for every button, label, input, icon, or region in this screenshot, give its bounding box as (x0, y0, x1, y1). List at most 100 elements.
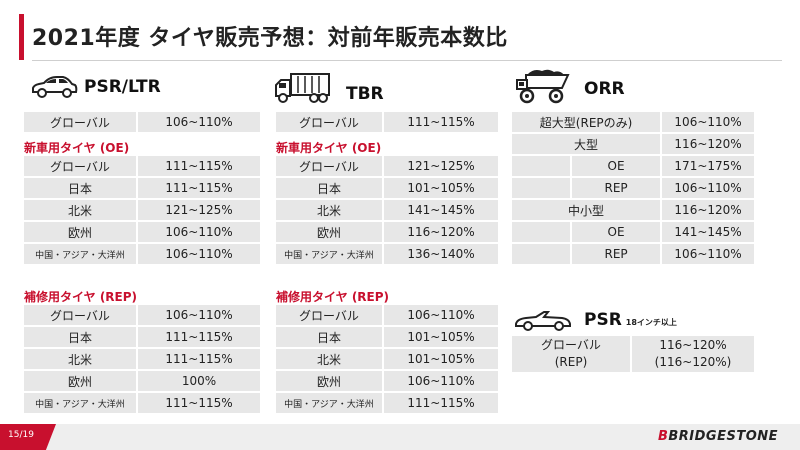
table-row: 欧州 106~110% (24, 222, 260, 242)
row-label: 欧州 (24, 371, 138, 391)
table-row: REP 106~110% (512, 244, 754, 264)
row-value: 111~115% (138, 393, 260, 413)
row-label: 中国・アジア・大洋州 (24, 244, 138, 264)
page-number: 15/19 (8, 430, 34, 440)
title-accent-bar (19, 14, 24, 60)
table-row: 欧州 106~110% (276, 371, 498, 391)
row-label: 超大型(REPのみ) (512, 112, 663, 132)
label-line-1: グローバル (541, 338, 601, 352)
orr-table: 超大型(REPのみ) 106~110% 大型 116~120% OE 171~1… (512, 110, 754, 266)
tbr-rep-heading: 補修用タイヤ (REP) (276, 290, 390, 304)
row-value: 111~115% (138, 178, 260, 198)
row-value: 111~115% (138, 156, 260, 176)
row-label: グローバル (276, 305, 384, 325)
row-label: 北米 (276, 200, 384, 220)
psr-ltr-rep-heading: 補修用タイヤ (REP) (24, 290, 138, 304)
row-label: 欧州 (24, 222, 138, 242)
row-value: 141~145% (384, 200, 498, 220)
row-value: 106~110% (384, 371, 498, 391)
orr-header: ORR (514, 68, 625, 104)
tbr-title: TBR (346, 84, 384, 104)
psr-ltr-title: PSR/LTR (84, 77, 161, 97)
psr-ltr-oe-table: グローバル 111~115% 日本 111~115% 北米 121~125% 欧州 10… (24, 154, 260, 266)
row-label: グローバル (REP) (512, 336, 632, 372)
row-label: 中国・アジア・大洋州 (276, 393, 384, 413)
row-value: 101~105% (384, 327, 498, 347)
tbr-header: TBR (274, 72, 384, 104)
row-label: 中国・アジア・大洋州 (276, 244, 384, 264)
value-line-2: (116~120%) (654, 355, 732, 369)
row-value: 106~110% (138, 244, 260, 264)
row-value: 101~105% (384, 178, 498, 198)
row-value: 111~115% (384, 112, 498, 132)
row-label: 大型 (512, 134, 663, 154)
value-line-1: 116~120% (659, 338, 727, 352)
table-row: グローバル 106~110% (24, 305, 260, 325)
table-row: 北米 121~125% (24, 200, 260, 220)
psr-ltr-global-table: グローバル 106~110% (24, 110, 260, 134)
table-row: グローバル 106~110% (276, 305, 498, 325)
row-value: 116~120% (662, 134, 754, 154)
table-row: OE 171~175% (512, 156, 754, 176)
sports-car-icon (515, 311, 571, 331)
row-label: 中小型 (512, 200, 663, 220)
row-label: OE (572, 222, 663, 242)
row-value: 106~110% (384, 305, 498, 325)
indent-cell (512, 244, 572, 264)
truck-icon (275, 73, 330, 103)
psr-ltr-header: PSR/LTR (30, 74, 161, 100)
car-icon (32, 76, 78, 98)
psr18-suffix: 18インチ以上 (625, 317, 677, 327)
tbr-oe-table: グローバル 121~125% 日本 101~105% 北米 141~145% 欧州 11… (276, 154, 498, 266)
row-value: 111~115% (138, 349, 260, 369)
row-value: 116~120% (384, 222, 498, 242)
row-value: 111~115% (384, 393, 498, 413)
row-value: 116~120% (116~120%) (632, 336, 754, 372)
psr-ltr-rep-table: グローバル 106~110% 日本 111~115% 北米 111~115% 欧州 10… (24, 303, 260, 415)
row-label: 欧州 (276, 371, 384, 391)
row-label: 北米 (24, 349, 138, 369)
tbr-global-table: グローバル 111~115% (276, 110, 498, 134)
row-value: 121~125% (384, 156, 498, 176)
indent-cell (512, 156, 572, 176)
table-row: 超大型(REPのみ) 106~110% (512, 112, 754, 132)
table-row: 中国・アジア・大洋州 136~140% (276, 244, 498, 264)
table-row: 中国・アジア・大洋州 106~110% (24, 244, 260, 264)
table-row: 大型 116~120% (512, 134, 754, 154)
table-row: 日本 111~115% (24, 327, 260, 347)
row-label: 北米 (276, 349, 384, 369)
row-value: 136~140% (384, 244, 498, 264)
psr18-title: PSR (584, 310, 622, 330)
row-value: 106~110% (662, 178, 754, 198)
table-row: 日本 101~105% (276, 327, 498, 347)
row-value: 106~110% (138, 222, 260, 242)
row-value: 106~110% (662, 244, 754, 264)
row-label: OE (572, 156, 663, 176)
bridgestone-logo: BBRIDGESTONE (658, 429, 778, 444)
row-value: 116~120% (662, 200, 754, 220)
table-row: グローバル 121~125% (276, 156, 498, 176)
psr18-header: PSR 18インチ以上 (514, 308, 677, 332)
table-row: 日本 111~115% (24, 178, 260, 198)
row-label: グローバル (24, 112, 138, 132)
row-label: REP (572, 244, 663, 264)
table-row: 中国・アジア・大洋州 111~115% (24, 393, 260, 413)
row-value: 171~175% (662, 156, 754, 176)
table-row: 欧州 100% (24, 371, 260, 391)
row-value: 111~115% (138, 327, 260, 347)
row-label: 日本 (24, 327, 138, 347)
row-label: 欧州 (276, 222, 384, 242)
page-title: 2021年度 タイヤ販売予想：対前年販売本数比 (32, 26, 508, 51)
row-value: 101~105% (384, 349, 498, 369)
logo-wordmark: BRIDGESTONE (668, 429, 778, 444)
table-row: 北米 141~145% (276, 200, 498, 220)
row-label: 日本 (276, 327, 384, 347)
indent-cell (512, 178, 572, 198)
table-row: 日本 101~105% (276, 178, 498, 198)
psr18-table: グローバル (REP) 116~120% (116~120%) (512, 334, 754, 374)
table-row: REP 106~110% (512, 178, 754, 198)
table-row: OE 141~145% (512, 222, 754, 242)
title-divider (32, 60, 782, 61)
psr-ltr-oe-heading: 新車用タイヤ (OE) (24, 141, 130, 155)
row-label: グローバル (24, 156, 138, 176)
